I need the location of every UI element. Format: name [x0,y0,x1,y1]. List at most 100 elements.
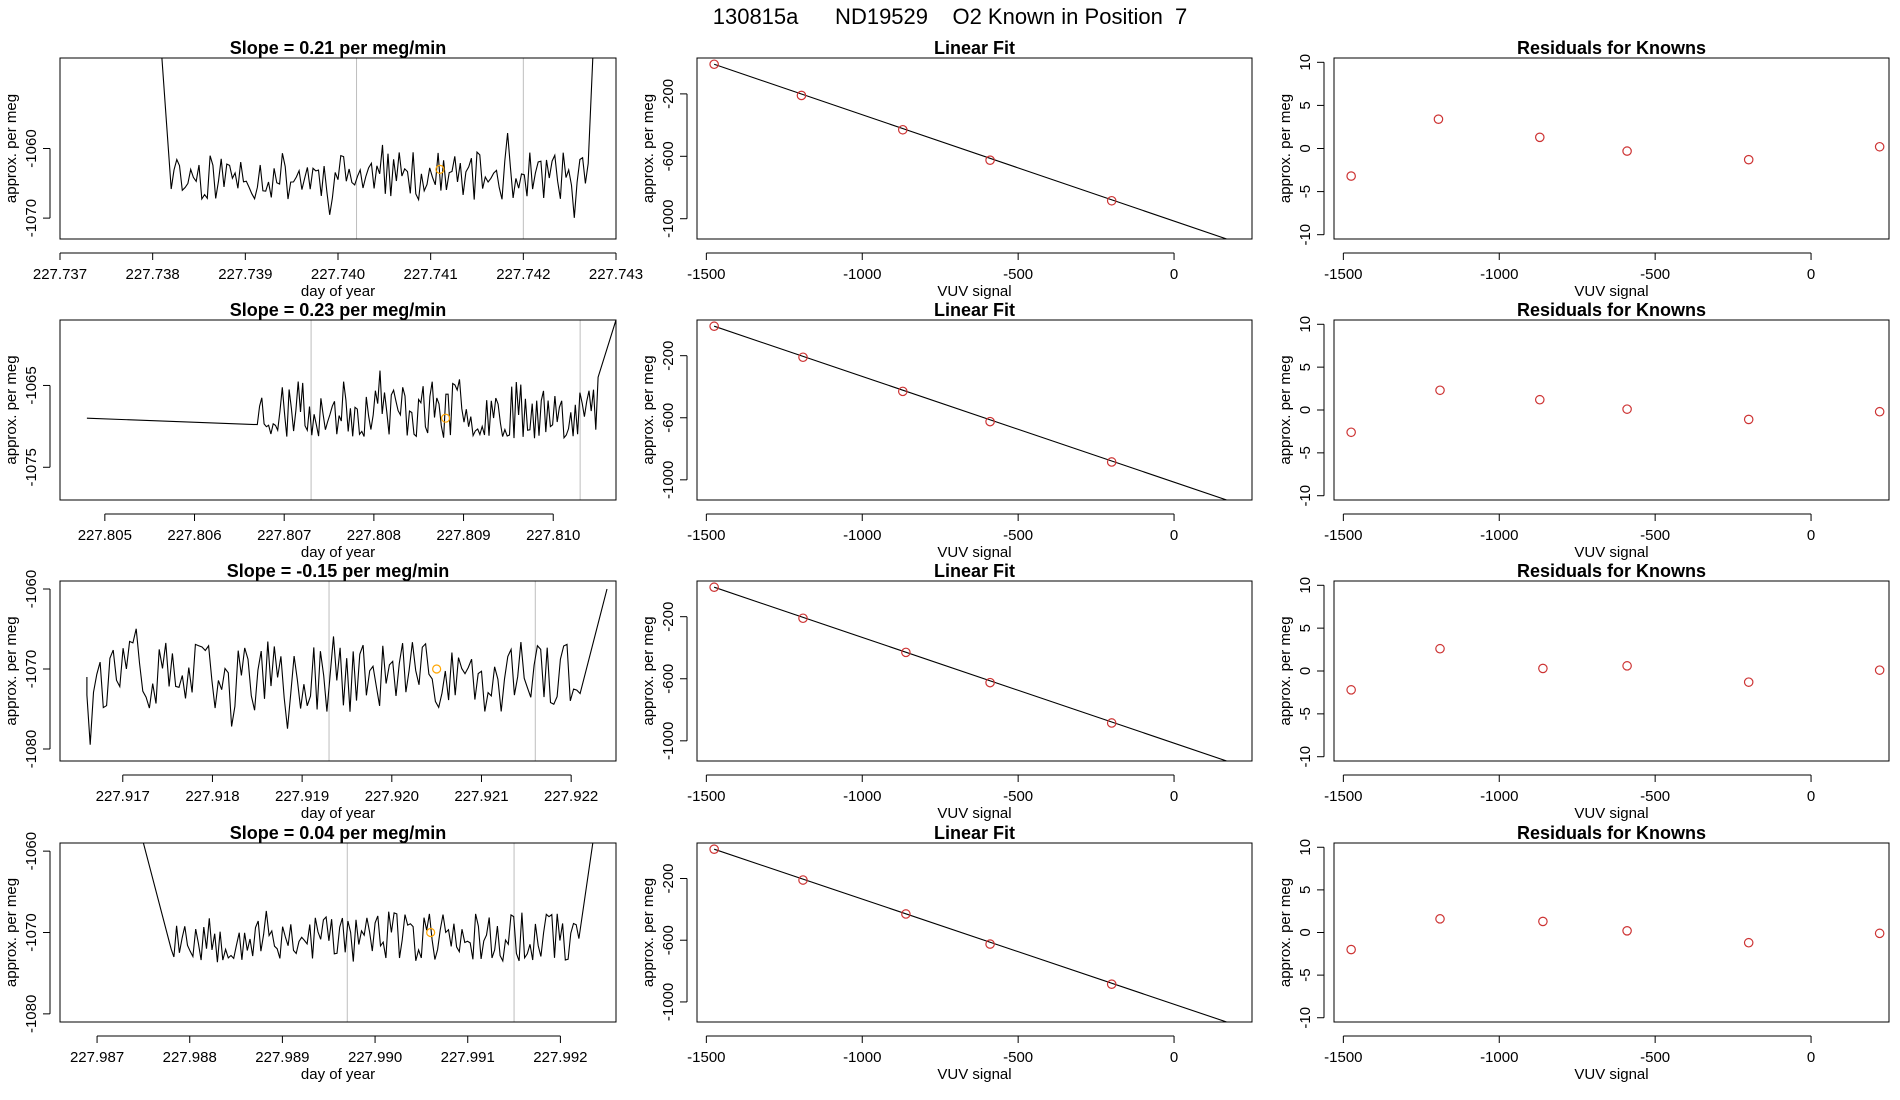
highlight-point [1238,240,1246,248]
x-tick-label: -1500 [1324,527,1362,544]
x-tick-label: 0 [1807,788,1815,805]
data-point [1106,718,1117,728]
y-tick-label: 10 [1297,839,1314,856]
data-point [798,352,808,363]
plot-area [86,581,608,761]
y-axis-label: approx. per meg [1277,878,1294,987]
y-tick-label: -1000 [660,722,677,760]
x-axis-label: VUV signal [937,805,1011,822]
panel-3: Residuals for Knowns -1500 -1000 -500 0 VUV s… [1277,38,1890,300]
y-tick-label: -1075 [23,448,40,486]
trace-line [161,58,594,218]
panel-5: Linear Fit -1500 -1000 -500 0 VUV signal -1000… [640,300,1253,561]
x-tick-label: 227.741 [404,266,458,283]
data-point [1435,914,1445,924]
plot-area [1346,914,1885,955]
plot-frame [696,57,1253,240]
x-tick-label: 227.807 [257,527,311,544]
y-tick-label: 10 [1297,54,1314,71]
data-point [798,875,808,885]
x-tick-label: 0 [1170,788,1178,805]
x-tick-label: 0 [1807,527,1815,544]
data-point [1106,195,1117,206]
data-point [985,939,995,949]
data-point [1538,916,1548,927]
x-tick-label: 0 [1807,266,1815,283]
plot-frame [696,842,1253,1023]
plot-area [142,843,594,1022]
data-point [897,386,908,397]
y-tick-label: -10 [1297,746,1314,768]
highlight-point [1238,762,1246,770]
y-tick-label: 10 [1297,316,1314,333]
x-tick-label: 227.809 [436,527,490,544]
panel-title: Linear Fit [934,823,1015,843]
data-point [709,844,719,854]
panel-title: Linear Fit [934,300,1015,320]
y-tick-label: 5 [1297,624,1314,632]
data-point [1106,979,1117,989]
y-tick-label: -1000 [660,200,677,238]
panel-6: Residuals for Knowns -1500 -1000 -500 0 VUV s… [1277,300,1890,561]
x-tick-label: 227.991 [441,1049,495,1066]
plot-frame [1333,57,1890,240]
y-tick-label: -200 [660,341,677,371]
known-marker-point [426,927,436,938]
y-axis-label: approx. per meg [640,616,657,725]
x-tick-label: 227.990 [348,1049,402,1066]
x-axis-label: VUV signal [937,544,1011,561]
plot-area [709,59,1246,248]
panel-12: Residuals for Knowns -1500 -1000 -500 0 VUV s… [1277,823,1890,1083]
data-point [985,677,995,688]
plot-frame [696,580,1253,762]
data-point [1346,685,1356,695]
highlight-point [1238,1023,1246,1031]
y-tick-label: -10 [1297,485,1314,507]
data-point [1743,154,1754,165]
x-axis-label: VUV signal [937,283,1011,300]
data-point [1874,141,1885,152]
data-point [1622,925,1632,936]
panel-4: Slope = 0.23 per meg/min 227.805 227.806 22… [3,300,617,561]
panel-8: Linear Fit -1500 -1000 -500 0 VUV signal -1000… [640,561,1253,822]
y-tick-label: -1000 [660,461,677,499]
panel-title: Slope = 0.23 per meg/min [230,300,447,320]
data-point [1534,394,1545,405]
x-tick-label: -1000 [843,1049,881,1066]
x-tick-label: -1500 [687,1049,725,1066]
data-point [796,90,807,101]
data-point [798,613,808,624]
data-point [1433,114,1444,124]
data-point [1346,944,1356,955]
x-tick-label: -1500 [1324,1049,1362,1066]
plot-frame [59,842,617,1023]
y-tick-label: -5 [1297,185,1314,198]
panel-title: Linear Fit [934,38,1015,58]
x-axis-label: VUV signal [937,1066,1011,1083]
y-tick-label: 0 [1297,667,1314,675]
x-tick-label: 227.918 [185,788,239,805]
data-point [1874,928,1885,939]
y-axis-label: approx. per meg [640,355,657,464]
y-axis-label: approx. per meg [1277,355,1294,464]
y-axis-label: approx. per meg [3,94,20,203]
x-tick-label: -1500 [687,527,725,544]
plot-area [1346,114,1885,181]
y-tick-label: -1080 [23,730,40,768]
plot-frame [59,57,617,240]
x-tick-label: 227.987 [70,1049,124,1066]
plot-area [709,582,1246,770]
y-tick-label: -1060 [23,129,40,167]
y-tick-label: -600 [660,664,677,694]
x-tick-label: -500 [1640,266,1670,283]
x-tick-label: 227.739 [218,266,272,283]
x-tick-label: -1500 [1324,788,1362,805]
x-tick-label: 227.988 [163,1049,217,1066]
x-tick-label: 227.810 [526,527,580,544]
x-tick-label: -1000 [1480,788,1518,805]
y-tick-label: -1070 [23,650,40,688]
data-point [1538,663,1548,674]
data-point [1534,132,1545,143]
panel-title: Slope = -0.15 per meg/min [227,561,450,581]
